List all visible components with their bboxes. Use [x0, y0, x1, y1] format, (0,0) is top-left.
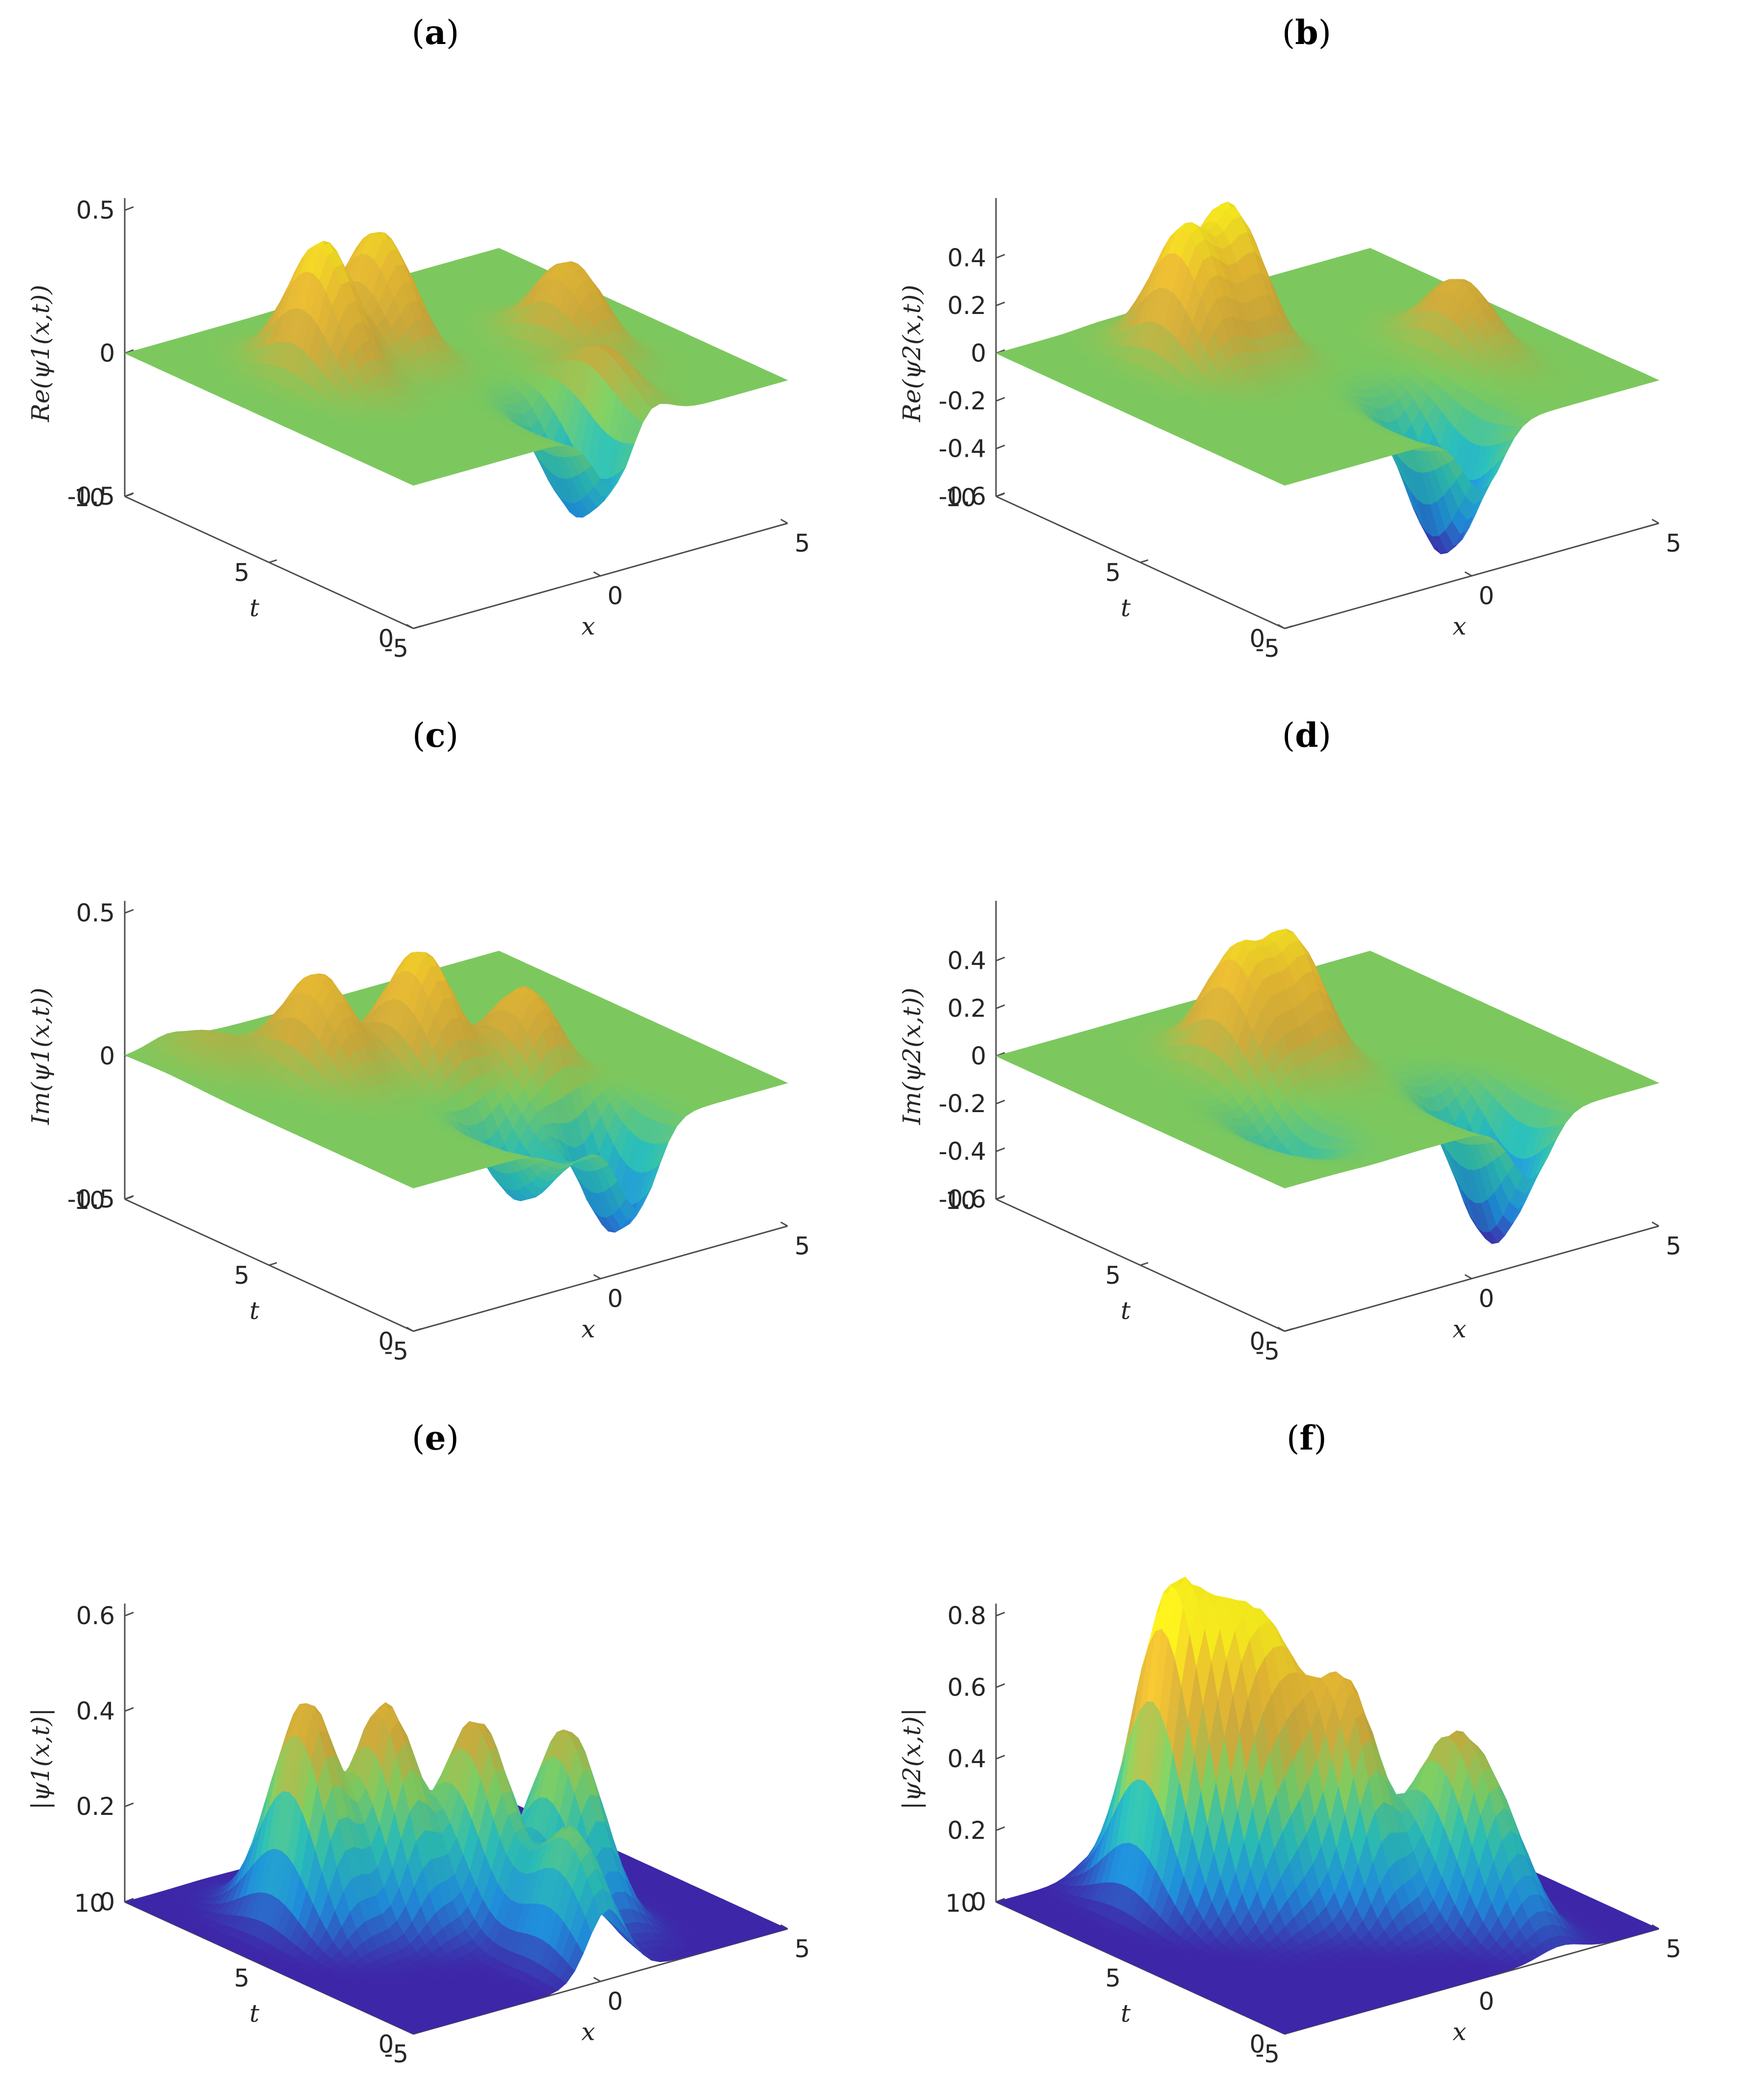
x-tick-label: -5	[384, 634, 408, 663]
x-tick-label: 5	[1666, 529, 1681, 558]
z-tick-label: 0.2	[947, 291, 986, 320]
t-tick-mark	[269, 1263, 277, 1265]
x-tick-mark	[1465, 572, 1472, 576]
x-tick-mark	[781, 1222, 788, 1226]
t-axis-label: t	[249, 1296, 260, 1325]
z-tick-label: -0.2	[938, 387, 986, 415]
z-tick-label: 0	[99, 1042, 115, 1071]
t-tick-mark	[269, 560, 277, 562]
x-tick-mark	[781, 519, 788, 523]
z-tick-mark	[996, 255, 1005, 258]
x-tick-label: 5	[794, 1232, 810, 1260]
panel-label: (b)	[1282, 13, 1332, 52]
panel-label: (c)	[412, 716, 458, 755]
panel-label: (a)	[411, 13, 459, 52]
z-axis-label: Re(ψ1(x,t))	[26, 285, 55, 422]
x-tick-label: 0	[1479, 582, 1494, 610]
z-axis-label: Re(ψ2(x,t))	[898, 285, 926, 422]
x-axis-label: x	[1452, 612, 1466, 641]
z-tick-label: 0.4	[947, 244, 986, 272]
x-tick-label: 0	[608, 582, 623, 610]
z-tick-mark	[125, 207, 134, 210]
z-tick-label: 0	[971, 339, 986, 368]
x-tick-mark	[594, 1275, 601, 1279]
x-tick-mark	[594, 572, 601, 576]
z-tick-mark	[996, 398, 1005, 401]
x-axis-label: x	[581, 1315, 595, 1343]
surface-mesh	[125, 232, 788, 517]
z-tick-label: 0.5	[76, 899, 115, 927]
t-tick-label: 10	[945, 484, 976, 512]
t-axis-label: t	[1121, 594, 1131, 622]
t-tick-label: 5	[1105, 559, 1121, 587]
z-axis-label: Im(ψ1(x,t))	[26, 987, 55, 1125]
x-tick-label: 5	[794, 529, 810, 558]
x-axis-label: x	[581, 612, 595, 641]
surface-mesh	[996, 202, 1659, 554]
x-tick-mark	[1652, 519, 1659, 523]
t-axis-label: t	[249, 594, 260, 622]
z-tick-label: 0.5	[76, 196, 115, 224]
surface-mesh	[125, 951, 788, 1233]
x-tick-label: -5	[1255, 634, 1280, 663]
x-tick-label: 0	[608, 1285, 623, 1313]
z-tick-label: 0	[99, 339, 115, 368]
surface-plot-b: (b)-0.6-0.4-0.200.20.40510-505Re(ψ2(x,t)…	[871, 0, 1742, 694]
z-tick-mark	[996, 446, 1005, 449]
x-tick-label: -5	[384, 1337, 408, 1365]
z-tick-label: -0.4	[938, 435, 986, 463]
t-tick-mark	[1140, 560, 1148, 562]
t-tick-label: 5	[234, 1261, 249, 1290]
t-tick-label: 10	[74, 484, 105, 512]
z-tick-mark	[125, 910, 134, 913]
t-tick-label: 5	[234, 559, 249, 587]
z-tick-mark	[996, 302, 1005, 306]
t-tick-label: 10	[74, 1186, 105, 1215]
